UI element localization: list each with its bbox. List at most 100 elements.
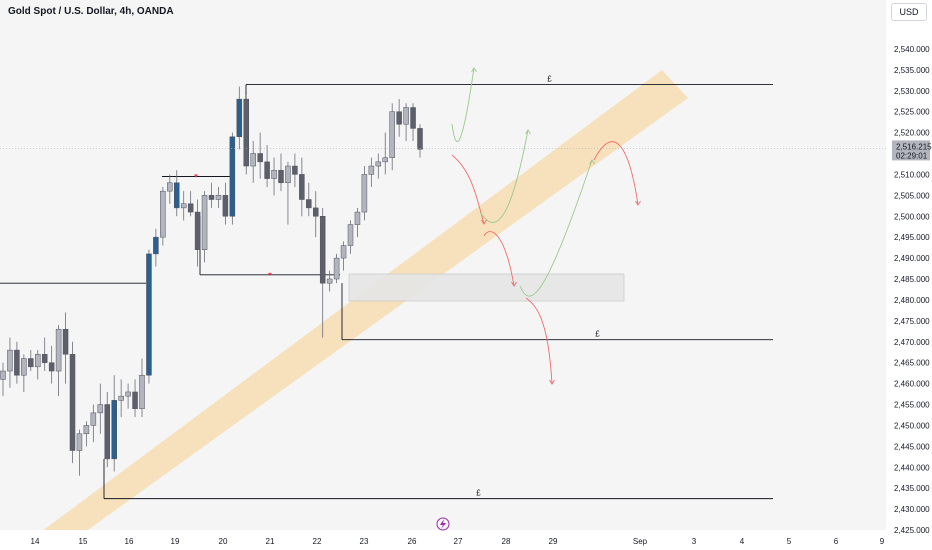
arrow-head-up <box>589 159 595 165</box>
y-tick-label: 2,470.000 <box>894 338 930 347</box>
trend-channel <box>30 70 688 550</box>
candle <box>229 132 236 225</box>
candle <box>139 358 145 418</box>
projection-up-path <box>479 129 529 223</box>
candle <box>35 350 41 380</box>
level-label: £ <box>476 489 481 498</box>
x-tick-label: 9 <box>880 537 885 546</box>
level-marker <box>194 174 198 178</box>
candle-body <box>215 195 222 200</box>
candle <box>83 421 90 447</box>
arrow-head-up <box>525 129 531 135</box>
candle-body <box>396 111 402 125</box>
candle-body <box>104 404 110 460</box>
candle-body <box>278 169 284 184</box>
arrow-head-down <box>481 219 487 225</box>
candle-body <box>347 224 354 246</box>
projection-up-path <box>451 67 475 142</box>
y-tick-label: 2,435.000 <box>894 484 930 493</box>
candle <box>194 199 201 267</box>
x-tick-label: Sep <box>633 537 648 546</box>
candle <box>326 270 333 292</box>
x-tick-label: 22 <box>313 537 322 546</box>
arrow-head-down <box>635 200 641 206</box>
candle <box>333 253 340 284</box>
candle-body <box>48 362 55 372</box>
candle <box>243 94 249 175</box>
candle <box>264 145 270 187</box>
candle-body <box>326 278 333 284</box>
x-tick-label: 16 <box>125 537 134 546</box>
level-marker <box>268 272 272 276</box>
candle-body <box>375 161 382 167</box>
x-tick-label: 4 <box>740 537 745 546</box>
candle <box>132 379 138 418</box>
candle-body <box>55 328 62 372</box>
candle-body <box>319 216 326 284</box>
candle-body <box>0 370 6 380</box>
candle-body <box>403 107 409 125</box>
candle-body <box>264 161 270 179</box>
time-axis <box>0 530 886 550</box>
candle <box>375 153 382 179</box>
candle-body <box>389 111 395 158</box>
y-tick-label: 2,525.000 <box>894 108 930 117</box>
candle <box>153 228 159 267</box>
candle-body <box>132 391 138 409</box>
candle <box>368 157 375 187</box>
candle-body <box>361 174 368 213</box>
price-label-countdown: 02:29:01 <box>896 151 928 160</box>
candle-body <box>146 253 152 376</box>
candle-body <box>153 236 159 255</box>
x-tick-label: 3 <box>692 537 697 546</box>
lightning-icon <box>436 517 450 531</box>
candle <box>90 404 97 443</box>
y-tick-label: 2,460.000 <box>894 380 930 389</box>
candle <box>257 132 263 179</box>
range-zone <box>348 273 625 302</box>
candle-body <box>382 157 388 163</box>
candle <box>292 153 298 187</box>
candle <box>7 337 13 388</box>
y-tick-label: 2,475.000 <box>894 317 930 326</box>
y-tick-label: 2,495.000 <box>894 233 930 242</box>
y-tick-label: 2,510.000 <box>894 170 930 179</box>
y-tick-label: 2,530.000 <box>894 87 930 96</box>
candle-body <box>35 354 41 368</box>
candle <box>319 207 326 338</box>
candle <box>236 86 243 150</box>
candle-body <box>21 358 27 376</box>
x-tick-label: 19 <box>171 537 180 546</box>
candle-body <box>76 433 83 451</box>
candle <box>0 362 6 397</box>
candle-body <box>271 169 277 179</box>
candle-body <box>292 165 298 175</box>
candle-body <box>83 425 90 435</box>
candle-body <box>125 391 131 397</box>
level-label: £ <box>595 330 600 339</box>
candle <box>62 312 69 384</box>
candle <box>306 182 312 217</box>
candle-body <box>7 349 13 372</box>
candle <box>215 186 222 208</box>
y-tick-label: 2,430.000 <box>894 505 930 514</box>
candle <box>174 170 180 217</box>
y-tick-label: 2,500.000 <box>894 212 930 221</box>
candle-body <box>28 358 34 368</box>
y-tick-label: 2,440.000 <box>894 463 930 472</box>
candle-body <box>167 182 173 192</box>
candle-body <box>180 203 187 209</box>
candle-body <box>313 207 319 217</box>
y-tick-label: 2,455.000 <box>894 401 930 410</box>
currency-button[interactable]: USD <box>891 3 927 21</box>
candle <box>361 166 368 221</box>
chart-title: Gold Spot / U.S. Dollar, 4h, OANDA <box>8 6 174 17</box>
x-tick-label: 20 <box>219 537 228 546</box>
candle-body <box>111 400 117 460</box>
candle-body <box>257 153 263 163</box>
candle <box>389 103 395 171</box>
candle <box>340 241 347 271</box>
candle <box>160 186 166 246</box>
y-tick-label: 2,485.000 <box>894 275 930 284</box>
